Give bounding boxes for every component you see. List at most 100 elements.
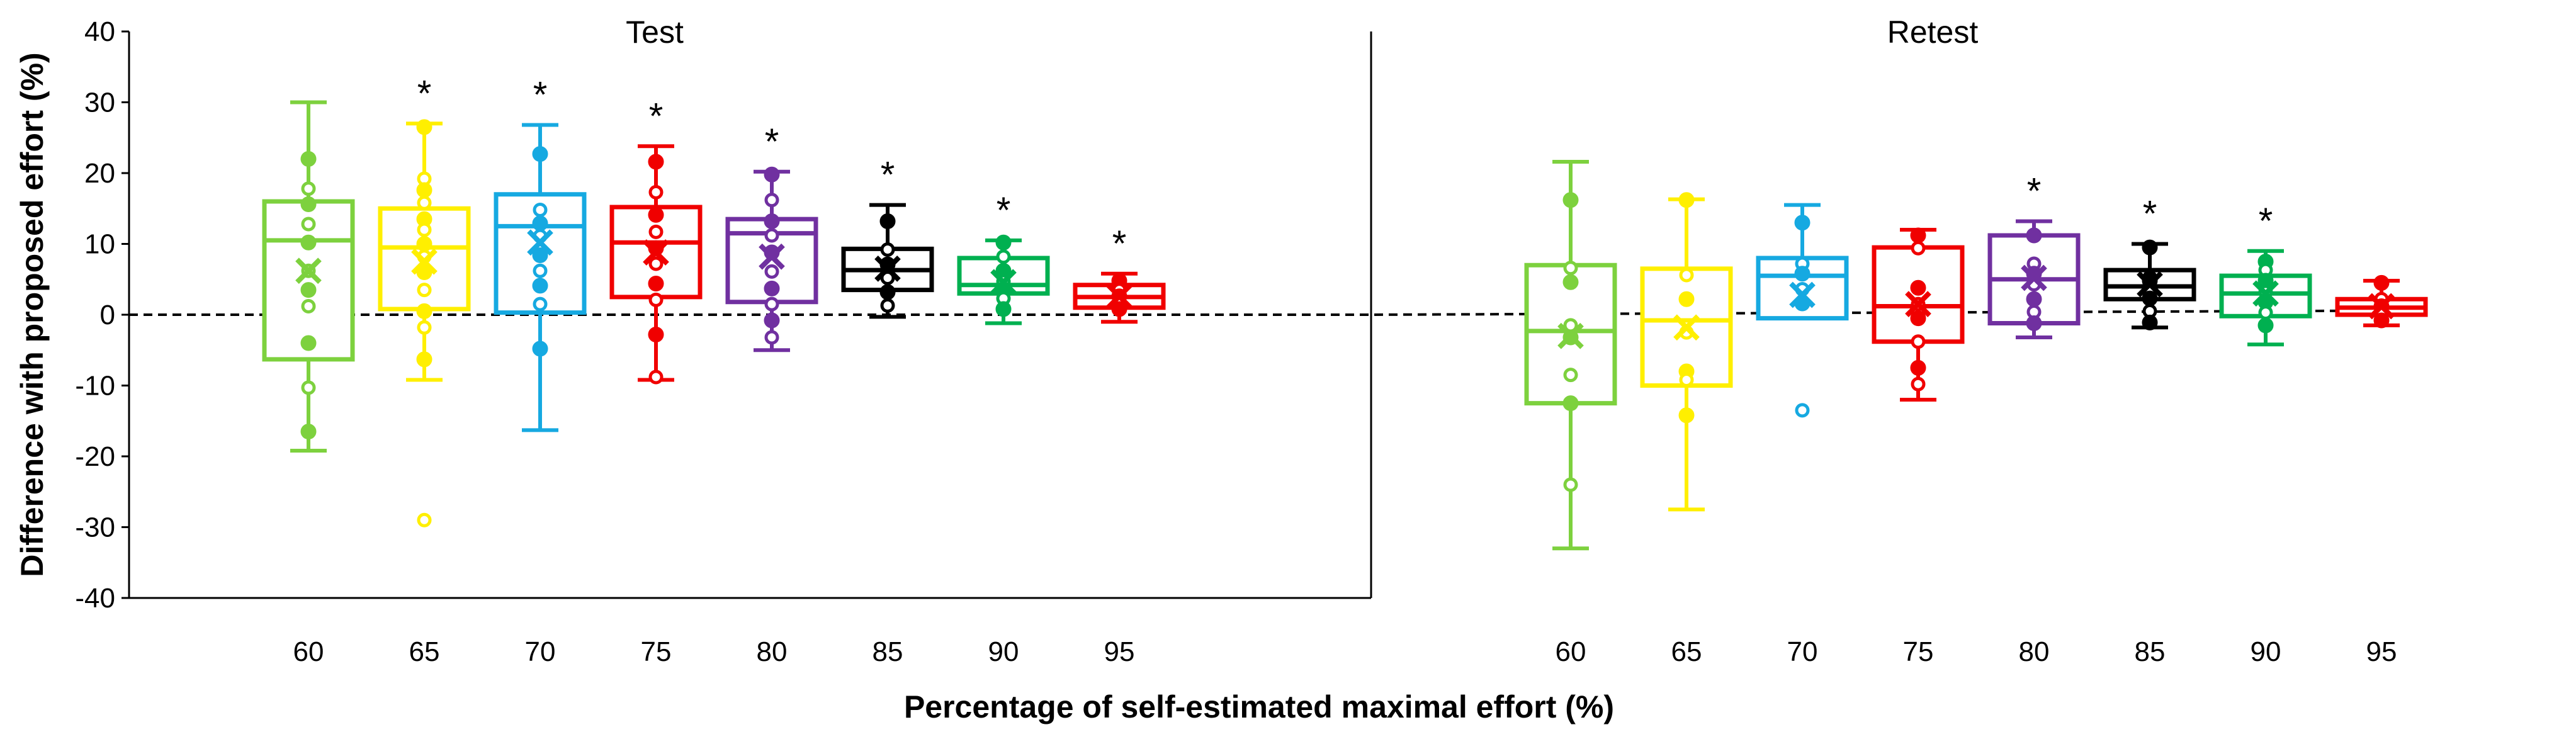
data-point — [2142, 239, 2158, 256]
data-point — [764, 228, 779, 243]
panel-retest: Retest 60 65 70 75 * 80 * 85 * 90 95 — [1524, 14, 2428, 667]
data-point — [648, 369, 664, 385]
data-point — [880, 242, 895, 257]
y-tick-label: 20 — [84, 158, 115, 189]
data-point — [300, 151, 317, 167]
data-point — [1911, 334, 1926, 349]
data-point — [648, 327, 664, 342]
data-point — [764, 312, 780, 329]
data-point — [532, 146, 548, 162]
box-80: * 80 — [725, 121, 818, 667]
x-tick-label: 95 — [1104, 636, 1135, 667]
significance-star: * — [649, 96, 664, 137]
y-axis-title: Difference with proposed effort (%) — [14, 52, 50, 577]
box-80: * 80 — [1987, 171, 2081, 667]
x-tick-label: 65 — [409, 636, 440, 667]
data-point — [1794, 266, 1811, 282]
x-tick-label: 65 — [1671, 636, 1702, 667]
data-point — [416, 119, 432, 135]
significance-star: * — [1112, 223, 1127, 264]
data-point — [1910, 227, 1926, 244]
reference-line — [129, 309, 2427, 316]
data-point — [1562, 395, 1579, 412]
mean-marker — [990, 269, 1017, 296]
data-point — [648, 256, 664, 271]
x-axis-title: Percentage of self-estimated maximal eff… — [904, 689, 1614, 724]
mean-marker — [1557, 322, 1584, 349]
data-point — [648, 276, 664, 291]
box-95: * 95 — [1073, 223, 1166, 667]
y-tick-label: -10 — [75, 371, 115, 402]
data-point — [301, 380, 316, 395]
significance-star: * — [765, 121, 779, 162]
data-point — [532, 278, 548, 294]
data-point — [764, 280, 780, 296]
data-point — [648, 224, 664, 239]
data-point — [300, 424, 317, 440]
significance-star: * — [417, 73, 432, 114]
box-75: * 75 — [609, 96, 703, 667]
mean-marker — [2021, 264, 2047, 291]
y-tick-label: -30 — [75, 512, 115, 543]
data-point — [764, 296, 779, 312]
box-65: 65 — [1640, 192, 1733, 667]
mean-marker — [1789, 281, 1816, 308]
data-point — [1111, 301, 1127, 317]
box-70: * 70 — [494, 75, 587, 667]
data-point — [300, 234, 317, 251]
data-point — [533, 203, 548, 217]
data-point — [764, 264, 779, 279]
data-point — [416, 303, 432, 319]
data-point — [2258, 305, 2273, 320]
data-point — [2373, 274, 2390, 291]
box-85: * 85 — [2103, 194, 2196, 667]
mean-marker — [1905, 291, 1931, 317]
data-point — [1563, 368, 1578, 383]
x-tick-label: 95 — [2366, 636, 2397, 667]
data-point — [648, 154, 664, 170]
data-point — [880, 298, 895, 313]
data-point — [648, 206, 664, 223]
data-point — [1910, 359, 1926, 376]
data-point — [416, 236, 432, 252]
y-tick-label: 30 — [84, 87, 115, 118]
y-tick-label: -40 — [75, 583, 115, 614]
data-point — [1679, 268, 1694, 283]
data-point — [648, 184, 664, 200]
data-point — [417, 320, 432, 335]
data-point — [300, 335, 317, 351]
data-point — [416, 351, 432, 368]
box-90: * 90 — [2219, 201, 2312, 667]
mean-marker — [1106, 283, 1133, 310]
data-point — [1678, 407, 1695, 424]
x-tick-label: 70 — [1787, 636, 1818, 667]
y-tick-label: -20 — [75, 441, 115, 472]
panel-title: Retest — [1887, 14, 1979, 50]
data-point — [2142, 290, 2158, 307]
data-point — [416, 182, 432, 198]
data-point — [417, 195, 432, 210]
data-point — [532, 247, 548, 263]
x-tick-label: 85 — [2135, 636, 2166, 667]
mean-marker — [411, 248, 438, 275]
panel-title: Test — [626, 14, 684, 50]
data-point — [417, 512, 432, 527]
data-point — [2026, 291, 2042, 307]
mean-marker — [2368, 293, 2395, 320]
data-point — [1562, 192, 1579, 208]
data-point — [879, 284, 896, 300]
x-tick-label: 80 — [2019, 636, 2050, 667]
data-point — [2026, 227, 2042, 244]
panels: Test 60 * 65 * 70 * 75 * 80 * 85 * 90 * 95 Retest 60 65 70 7… — [262, 14, 2428, 667]
box-75: 75 — [1872, 227, 1965, 667]
data-point — [1678, 192, 1695, 208]
mean-marker — [759, 243, 785, 270]
box-70: 70 — [1756, 203, 1849, 667]
significance-star: * — [881, 155, 895, 196]
x-tick-label: 75 — [641, 636, 672, 667]
box-85: * 85 — [841, 155, 934, 667]
data-point — [1563, 477, 1578, 492]
data-point — [532, 341, 548, 357]
mean-marker — [643, 239, 669, 266]
